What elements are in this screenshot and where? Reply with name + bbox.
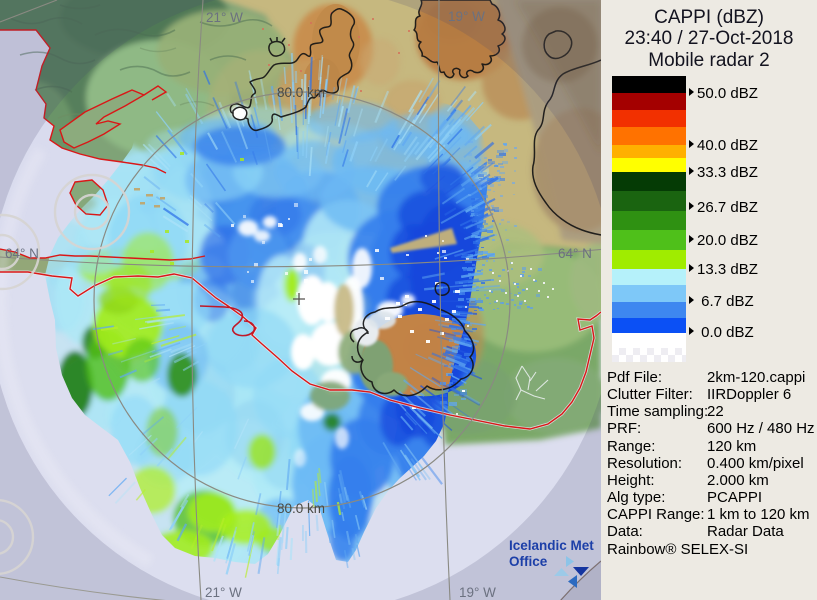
svg-text:19° W: 19° W: [448, 9, 485, 24]
svg-text:Icelandic Met: Icelandic Met: [509, 538, 594, 553]
svg-text:Office: Office: [509, 554, 548, 569]
svg-text:21° W: 21° W: [206, 10, 243, 25]
svg-text:21° W: 21° W: [205, 585, 242, 600]
svg-text:19° W: 19° W: [459, 585, 496, 600]
svg-text:64° N: 64° N: [558, 246, 592, 261]
svg-text:80.0 km: 80.0 km: [277, 501, 325, 516]
svg-text:64° N: 64° N: [5, 246, 39, 261]
svg-text:80.0 km: 80.0 km: [277, 85, 325, 100]
